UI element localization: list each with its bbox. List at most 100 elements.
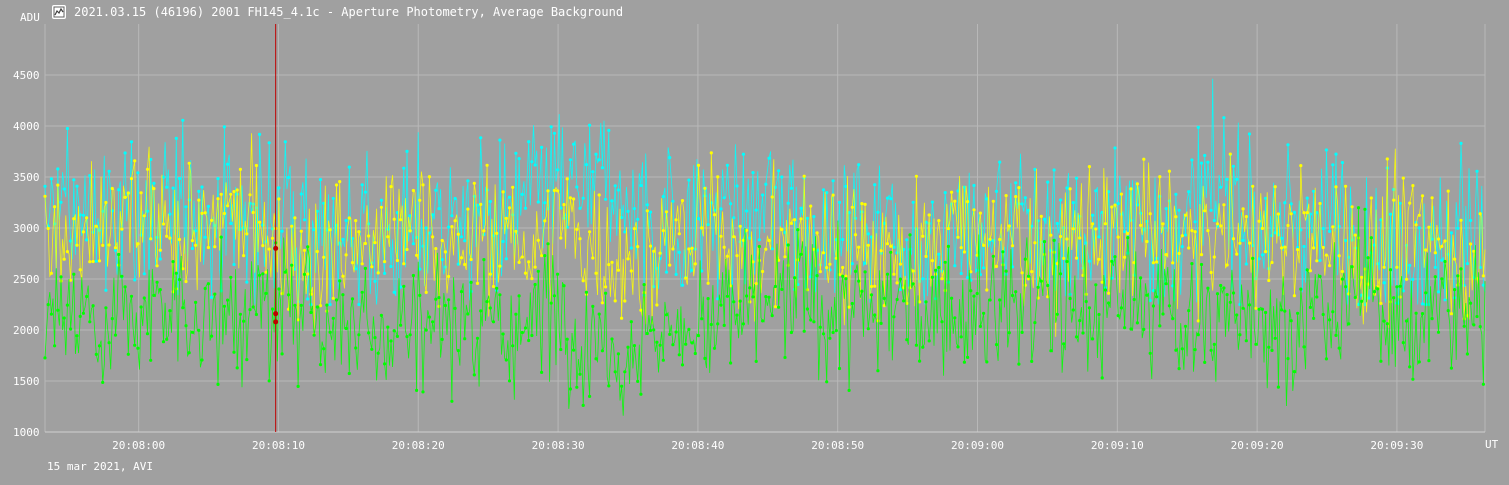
data-point [65,303,69,307]
data-point [411,188,415,193]
data-point [889,244,893,248]
data-point [392,329,396,333]
data-point [344,326,348,331]
data-point [485,300,489,304]
data-point [1283,309,1287,313]
data-point [386,325,390,329]
data-point [1427,225,1431,229]
data-point [562,203,566,207]
data-point [1091,222,1095,226]
data-point [434,297,438,301]
data-point [1065,259,1069,264]
data-point [325,303,329,307]
data-point [1020,271,1024,275]
data-point [677,232,681,236]
data-point [1046,283,1050,288]
data-point [1180,245,1184,249]
chart-series [43,78,1486,416]
data-point [229,192,233,196]
data-point [959,246,963,250]
data-point [789,186,794,190]
data-point [664,210,669,214]
data-point [347,371,351,376]
data-point [104,306,108,310]
data-point [302,218,307,222]
data-point [424,328,428,332]
data-point [318,178,323,182]
data-point [219,192,223,196]
data-point [1376,287,1380,291]
data-point [853,233,858,237]
data-point [1094,283,1098,287]
data-point [1142,157,1146,161]
data-point [411,242,415,246]
data-point [1177,367,1181,371]
data-point [533,282,537,287]
data-point [850,205,854,209]
data-point [565,177,569,181]
data-point [466,179,470,183]
data-point [133,343,137,347]
data-point [482,229,486,233]
time-cursor[interactable] [273,24,279,432]
data-point [559,347,563,352]
data-point [1260,253,1264,257]
data-point [1203,360,1207,364]
data-point [161,222,166,226]
data-point [1417,360,1421,364]
data-point [424,226,428,230]
data-point [1068,296,1072,301]
data-point [972,294,976,298]
data-point [959,335,963,339]
data-point [1026,208,1031,212]
data-point [1475,314,1479,319]
data-point [703,356,707,360]
data-point [507,379,512,383]
data-point [283,140,287,144]
data-point [261,244,265,248]
data-point [334,183,339,187]
data-point [946,244,951,248]
window-title-bar[interactable]: 2021.03.15 (46196) 2001 FH145_4.1c - Ape… [52,3,623,21]
data-point [1433,251,1437,255]
data-point [998,237,1002,242]
data-point [277,287,281,291]
data-point [562,284,566,288]
data-point [1398,201,1402,205]
data-point [696,163,701,167]
data-point [254,163,258,168]
data-point [898,262,903,266]
data-point [440,258,444,262]
data-point [507,206,512,210]
data-point [270,307,275,311]
data-point [1155,260,1159,264]
data-point [767,295,771,299]
data-point [1443,298,1447,302]
data-point [69,278,73,282]
data-point [764,182,768,186]
data-point [680,363,685,367]
data-point [786,201,790,205]
data-point [818,270,822,274]
data-point [1260,307,1264,311]
chart-app-icon[interactable] [52,5,66,19]
data-point [863,202,867,206]
data-point [818,325,822,329]
data-point [696,217,701,221]
data-point [799,206,803,210]
data-point [383,260,387,264]
data-point [1436,330,1441,334]
data-point [677,250,681,254]
data-point [559,236,563,240]
data-point [568,387,573,391]
data-point [613,299,617,303]
data-point [1478,212,1482,216]
data-point [1087,306,1091,310]
data-point [982,266,986,270]
data-point [597,312,601,316]
data-point [475,203,480,207]
data-point [751,295,755,299]
data-point [536,269,540,273]
data-point [1084,299,1088,304]
y-tick-label: 2000 [13,324,40,337]
